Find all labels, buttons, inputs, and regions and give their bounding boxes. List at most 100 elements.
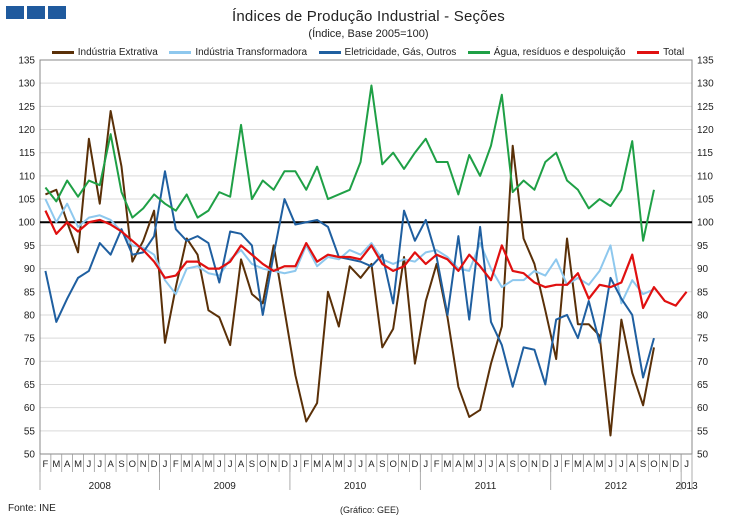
chart-title: Índices de Produção Industrial - Seções — [232, 8, 505, 25]
y-tick-label-right: 50 — [697, 450, 709, 461]
x-tick-label: A — [238, 459, 245, 470]
legend-item: Indústria Extrativa — [51, 46, 158, 58]
y-tick-label-right: 135 — [697, 56, 714, 67]
x-tick-label: S — [379, 459, 385, 470]
legend-label: Total — [663, 46, 685, 58]
year-label: 2008 — [89, 481, 112, 492]
year-label: 2013 — [675, 481, 698, 492]
legend-label: Indústria Extrativa — [77, 46, 158, 58]
x-tick-label: O — [650, 459, 657, 470]
y-tick-label-right: 110 — [697, 171, 713, 182]
y-tick-label-left: 125 — [18, 102, 35, 113]
y-tick-label-right: 130 — [697, 79, 714, 90]
x-tick-label: F — [43, 459, 49, 470]
x-tick-label: A — [64, 459, 71, 470]
x-tick-label: J — [619, 459, 624, 470]
legend-swatch — [318, 50, 341, 54]
y-tick-label-left: 70 — [24, 357, 36, 368]
chart-subtitle: (Índice, Base 2005=100) — [308, 28, 429, 40]
x-tick-label: O — [259, 459, 266, 470]
y-tick-label-right: 65 — [697, 380, 709, 391]
series-line-eletricidade-gas-outros — [44, 170, 655, 388]
x-tick-label: M — [74, 459, 82, 470]
x-tick-label: J — [163, 459, 168, 470]
x-tick-label: F — [303, 459, 309, 470]
x-tick-label: J — [608, 459, 613, 470]
x-tick-label: N — [531, 459, 538, 470]
x-tick-label: F — [564, 459, 570, 470]
year-label: 2009 — [214, 481, 237, 492]
x-tick-label: F — [173, 459, 179, 470]
x-tick-label: M — [574, 459, 582, 470]
y-tick-label-left: 60 — [24, 403, 36, 414]
x-tick-label: N — [140, 459, 147, 470]
logo-block — [27, 6, 45, 19]
logo — [6, 6, 66, 19]
x-tick-label: D — [672, 459, 679, 470]
y-tick-label-right: 90 — [697, 264, 709, 275]
x-tick-label: A — [368, 459, 375, 470]
x-tick-label: S — [118, 459, 124, 470]
x-tick-label: S — [510, 459, 516, 470]
y-tick-label-right: 75 — [697, 334, 709, 345]
x-tick-label: M — [444, 459, 452, 470]
y-tick-label-right: 85 — [697, 287, 709, 298]
legend-item: Indústria Transformadora — [169, 47, 307, 58]
legend-item: Total — [637, 47, 684, 58]
legend-swatch — [467, 50, 490, 54]
y-tick-label-right: 70 — [697, 357, 709, 368]
y-tick-label-left: 110 — [19, 171, 35, 182]
y-tick-label-left: 90 — [24, 264, 36, 275]
y-tick-label-left: 75 — [24, 334, 36, 345]
x-tick-label: S — [249, 459, 255, 470]
y-tick-label-left: 130 — [18, 79, 35, 90]
x-tick-label: M — [465, 459, 473, 470]
x-tick-label: M — [204, 459, 212, 470]
x-tick-label: J — [97, 459, 102, 470]
x-tick-label: J — [293, 459, 298, 470]
logo-block — [48, 6, 66, 19]
legend-label: Eletricidade, Gás, Outros — [344, 46, 457, 58]
y-tick-label-left: 65 — [24, 380, 36, 391]
x-tick-label: J — [684, 459, 689, 470]
x-tick-label: D — [542, 459, 549, 470]
x-tick-label: N — [270, 459, 277, 470]
x-tick-label: A — [629, 459, 636, 470]
x-tick-label: M — [313, 459, 321, 470]
legend-item: Água, resíduos e despoluição — [467, 47, 626, 58]
x-tick-label: A — [455, 459, 462, 470]
series-line-industria-transformadora — [44, 198, 655, 305]
y-tick-label-right: 95 — [697, 241, 709, 252]
y-tick-label-right: 80 — [697, 310, 709, 321]
x-tick-label: J — [87, 459, 92, 470]
x-tick-label: D — [281, 459, 288, 470]
x-tick-label: M — [596, 459, 604, 470]
y-tick-label-right: 105 — [697, 195, 714, 206]
y-tick-label-left: 105 — [18, 195, 35, 206]
x-tick-label: A — [325, 459, 332, 470]
chart-credit: (Gráfico: GEE) — [340, 505, 400, 515]
y-tick-label-left: 95 — [24, 241, 36, 252]
x-tick-label: J — [358, 459, 363, 470]
x-tick-label: J — [554, 459, 559, 470]
y-tick-label-right: 120 — [697, 125, 714, 136]
source-note: Fonte: INE — [8, 503, 56, 514]
year-label: 2010 — [344, 481, 367, 492]
x-tick-label: J — [228, 459, 233, 470]
y-tick-label-left: 115 — [19, 148, 35, 159]
y-tick-label-left: 85 — [24, 287, 36, 298]
x-tick-label: J — [423, 459, 428, 470]
x-tick-label: J — [478, 459, 483, 470]
x-tick-label: O — [520, 459, 527, 470]
legend-swatch — [51, 50, 74, 54]
x-tick-label: N — [661, 459, 668, 470]
x-tick-label: A — [499, 459, 506, 470]
x-tick-label: J — [347, 459, 352, 470]
x-tick-label: A — [586, 459, 593, 470]
series-line-total — [44, 210, 688, 310]
y-tick-label-right: 60 — [697, 403, 709, 414]
x-tick-label: F — [434, 459, 440, 470]
legend-swatch — [169, 50, 192, 54]
y-tick-label-right: 100 — [697, 218, 714, 229]
x-tick-label: M — [183, 459, 191, 470]
